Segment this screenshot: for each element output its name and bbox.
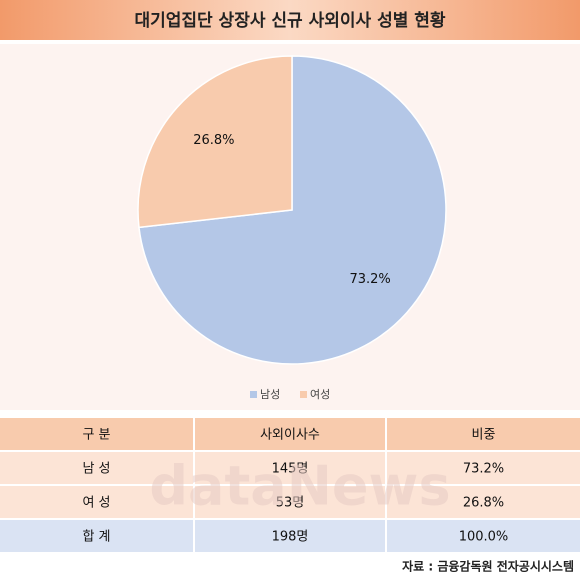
cell-text: 합 계: [82, 530, 110, 545]
pie-slice: [137, 55, 293, 229]
cell-text: 100.0%: [459, 530, 509, 545]
cell-text: 남 성: [82, 462, 110, 477]
pie: 73.2% 26.8% 남성 여성: [137, 55, 447, 401]
data-label: 26.8%: [193, 133, 234, 148]
table-cell: [195, 486, 385, 518]
cell-text: 198명: [272, 530, 309, 545]
table-cell: [0, 418, 193, 450]
cell-text: 사외이사수: [260, 428, 320, 443]
cell-text: 구 분: [82, 428, 110, 443]
table-cell: [387, 486, 580, 518]
cell-text: 53명: [276, 496, 305, 511]
table-cell: [195, 418, 385, 450]
table-cell: [387, 418, 580, 450]
table: 구 분 사외이사수 비중남 성 145명 73.2% 여 성 53명 26.8% 합 계 198명…: [0, 418, 580, 552]
table-cell: [387, 520, 580, 552]
legend-label: 남성: [260, 388, 280, 401]
table-cell: [0, 520, 193, 552]
legend-label: 여성: [310, 388, 330, 401]
table-cell: [0, 452, 193, 484]
table-cell: [195, 520, 385, 552]
watermark: dataNews: [149, 455, 450, 518]
cell-text: 73.2%: [463, 462, 504, 477]
title-bar: [0, 0, 580, 40]
legend-swatch: [250, 391, 257, 398]
source: 자료 : 금융감독원 전자공시시스템: [402, 559, 574, 574]
cell-text: 비중: [472, 428, 496, 443]
table-cell: [0, 486, 193, 518]
cell-text: 26.8%: [463, 496, 504, 511]
table-cell: [387, 452, 580, 484]
cell-text: 145명: [272, 462, 309, 477]
cell-text: 여 성: [82, 496, 110, 511]
table-cell: [195, 452, 385, 484]
legend-swatch: [300, 391, 307, 398]
chart-title: 대기업집단 상장사 신규 사외이사 성별 현황: [134, 11, 445, 31]
data-label: 73.2%: [349, 272, 390, 287]
